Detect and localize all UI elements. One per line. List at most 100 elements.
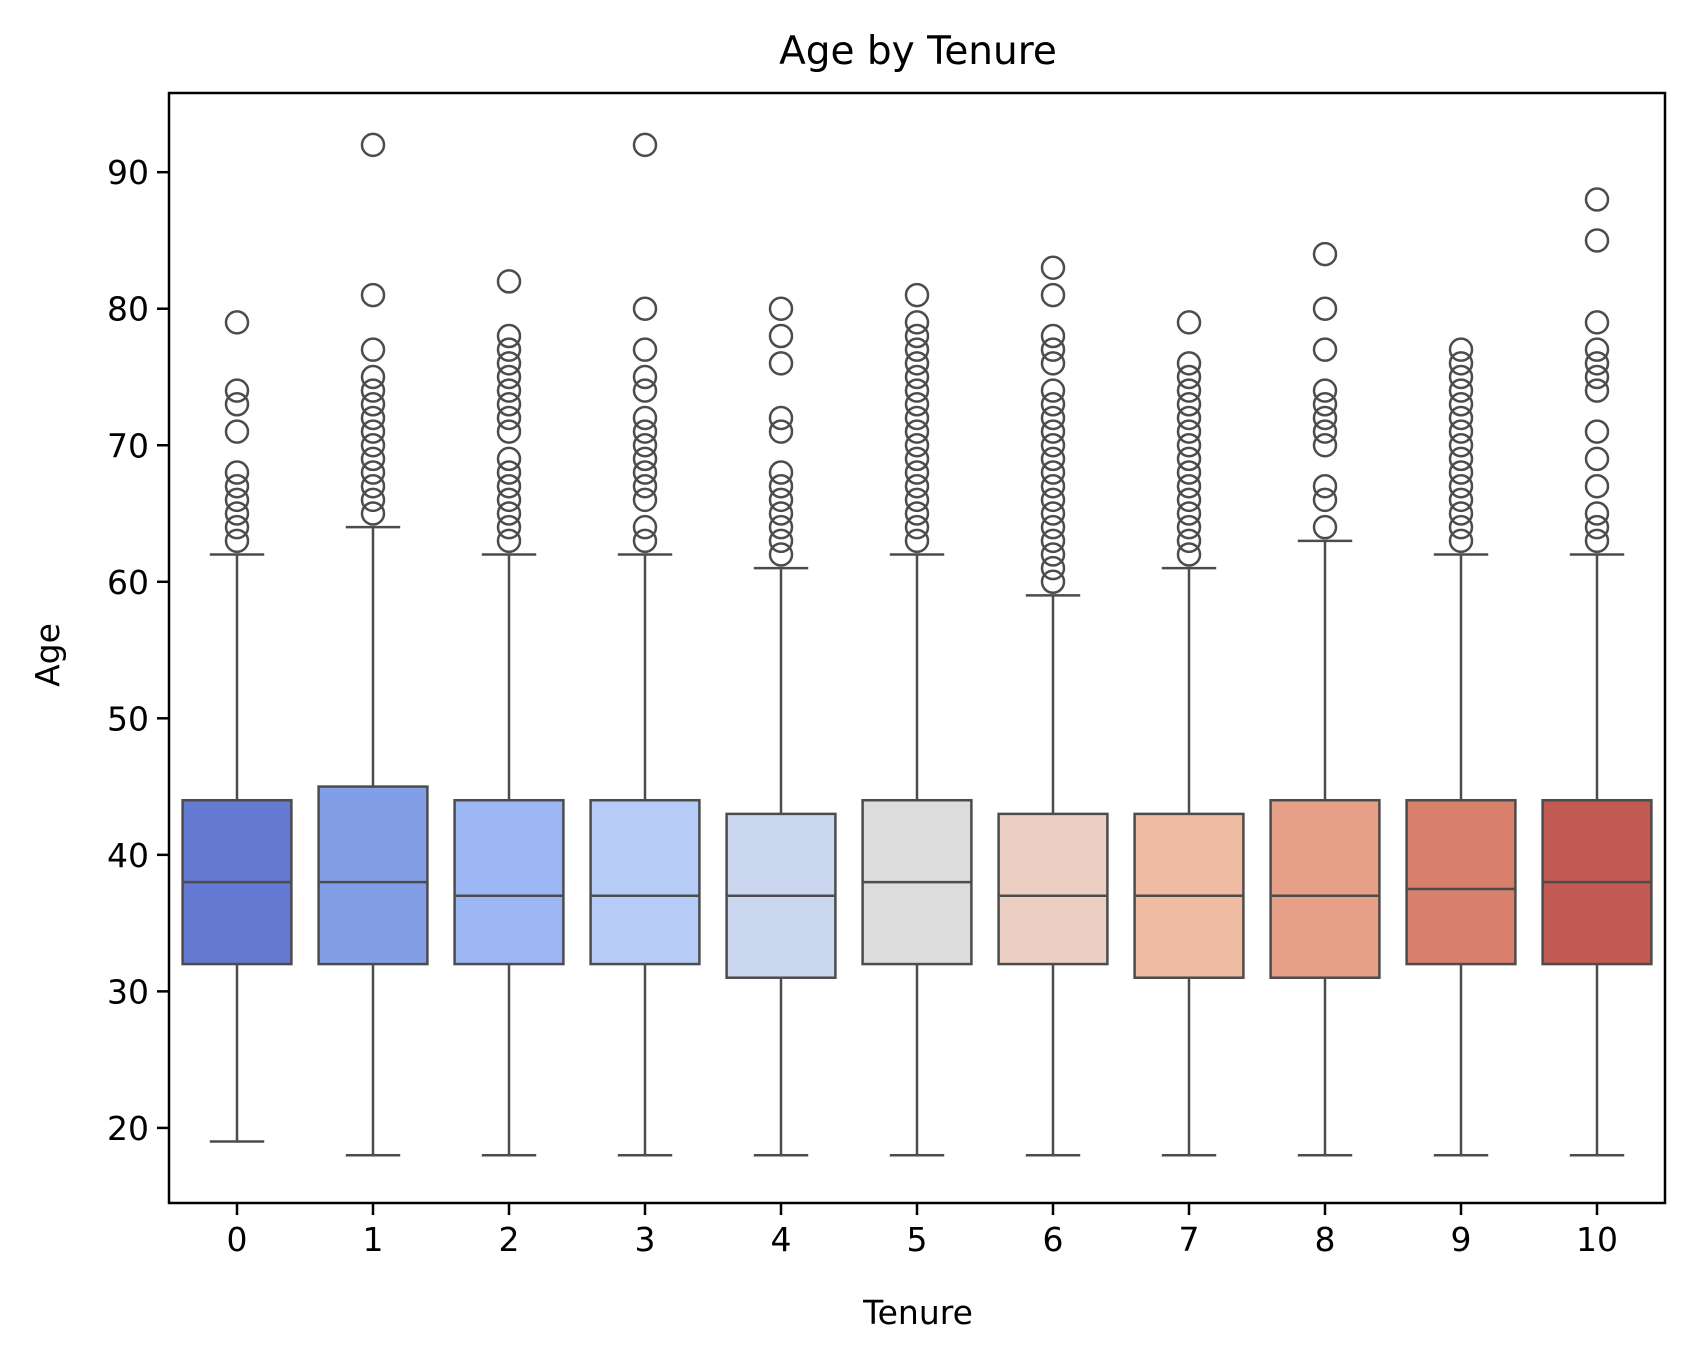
outlier-point [1312,296,1338,321]
outlier-point [1448,473,1474,499]
outlier-point [632,419,658,444]
outlier-point [496,351,522,376]
outlier-point [1448,460,1474,485]
x-tick-label: 3 [635,1220,656,1259]
outlier-point [632,514,658,540]
outlier-point [496,446,522,472]
outlier-point [1176,378,1202,403]
outlier-point [1176,392,1202,417]
outlier-point [904,323,930,349]
y-tick-label: 20 [107,1109,149,1148]
y-tick-label: 50 [107,699,149,738]
outlier-point [768,501,794,526]
outlier-point [768,487,794,513]
outlier-point [496,378,522,403]
outlier-point [632,378,658,403]
outlier-point [1040,501,1066,526]
outlier-point [904,419,930,444]
outlier-point [1584,528,1610,554]
outlier-point [1040,514,1066,540]
x-tick-label: 5 [907,1220,928,1259]
outlier-point [360,132,386,158]
outlier-point [904,392,930,417]
outlier-point [904,446,930,472]
outlier-point [224,378,250,403]
outlier-point [904,460,930,485]
outlier-point [1584,310,1610,335]
outlier-point [224,419,250,444]
outlier-point [1176,473,1202,499]
outlier-point [1040,323,1066,349]
outlier-point [1448,419,1474,444]
outlier-point [1312,241,1338,267]
outlier-point [360,446,386,472]
x-tick-label: 2 [499,1220,520,1259]
outlier-point [496,323,522,349]
outlier-point [904,514,930,540]
outlier-point [632,473,658,499]
outlier-point [1176,364,1202,390]
outlier-point [360,473,386,499]
outlier-point [768,405,794,431]
x-tick-label: 4 [771,1220,792,1259]
outlier-point [1584,364,1610,390]
outlier-point [1176,419,1202,444]
outlier-point [904,351,930,376]
outlier-point [1312,337,1338,362]
outlier-point [360,337,386,362]
outlier-point [1176,433,1202,458]
outlier-point [632,487,658,513]
x-axis-label: Tenure [862,1293,973,1332]
outlier-point [1040,473,1066,499]
outlier-point [1176,351,1202,376]
outlier-point [1312,514,1338,540]
outlier-point [1040,419,1066,444]
x-tick-label: 6 [1043,1220,1064,1259]
outlier-point [360,433,386,458]
outlier-point [904,282,930,308]
outlier-point [1176,528,1202,554]
box-3 [589,798,701,966]
outlier-point [904,405,930,431]
outlier-point [224,310,250,335]
outlier-point [360,405,386,431]
outlier-point [360,487,386,513]
outlier-point [904,310,930,335]
outlier-point [496,473,522,499]
outlier-point [1312,419,1338,444]
outlier-point [1040,569,1066,595]
y-axis-label: Age [28,623,67,687]
x-tick-label: 1 [363,1220,384,1259]
outlier-point [224,473,250,499]
outlier-point [496,337,522,362]
outlier-point [1448,446,1474,472]
outlier-point [1040,555,1066,581]
outlier-point [1584,351,1610,376]
box-group-0 [181,310,293,1143]
outlier-point [768,351,794,376]
outlier-point [1448,514,1474,540]
outlier-point [360,378,386,403]
outlier-point [1312,405,1338,431]
outlier-point [496,392,522,417]
outlier-point [768,542,794,567]
outlier-point [1448,337,1474,362]
outlier-point [1448,487,1474,513]
x-tick-label: 7 [1179,1220,1200,1259]
x-axis: 0 1 2 3 4 5 6 7 8 9 10 [227,1203,1618,1259]
box-group-8 [1269,241,1381,1157]
outlier-point [1040,405,1066,431]
outlier-point [632,296,658,321]
outlier-point [904,433,930,458]
outlier-point [360,282,386,308]
outlier-point [1040,351,1066,376]
outlier-point [768,514,794,540]
outlier-point [1040,487,1066,513]
outlier-point [496,514,522,540]
box-2 [453,798,565,966]
outlier-point [360,501,386,526]
outlier-point [632,433,658,458]
x-tick-label: 8 [1315,1220,1336,1259]
